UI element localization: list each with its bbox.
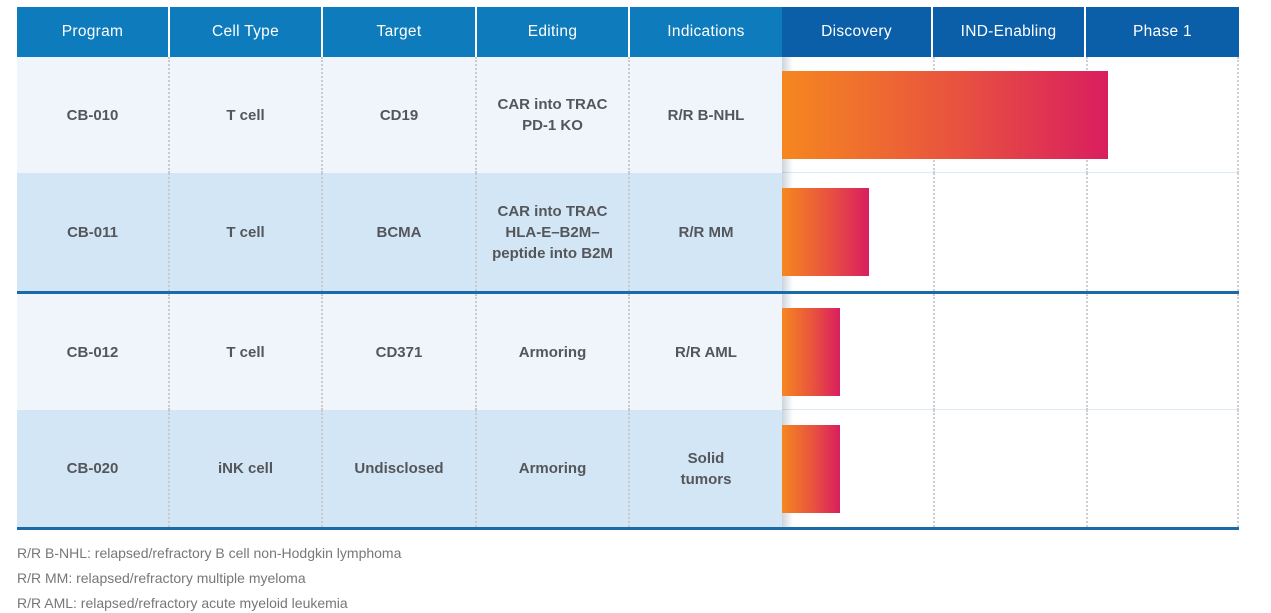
cell-cell-type: T cell [170, 294, 323, 410]
progress-bar-cb-011 [782, 188, 869, 276]
phase-gridline [1237, 294, 1239, 410]
cell-indications: R/R B-NHL [630, 57, 782, 173]
phase-gridline [933, 173, 935, 291]
phase-gridline [1237, 57, 1239, 173]
cell-indications: R/R AML [630, 294, 782, 410]
cell-editing: Armoring [477, 294, 630, 410]
cell-program: CB-010 [17, 57, 170, 173]
header-phase-phase-1: Phase 1 [1086, 7, 1239, 57]
section-divider [17, 527, 1239, 530]
cell-target: CD371 [323, 294, 477, 410]
pipeline-row-cb-010: CB-010 T cell CD19 CAR into TRAC PD-1 KO… [17, 57, 1239, 173]
header-row: Program Cell Type Target Editing Indicat… [17, 7, 1239, 57]
phase-gridline [933, 294, 935, 410]
header-phase-ind-enabling: IND-Enabling [933, 7, 1086, 57]
cell-target: BCMA [323, 173, 477, 291]
progress-bar-cb-012 [782, 308, 840, 396]
phase-gridline [1237, 410, 1239, 527]
progress-bar-cb-020 [782, 424, 840, 513]
footnote: R/R B-NHL: relapsed/refractory B cell no… [17, 545, 402, 561]
phase-gridline [1086, 410, 1088, 527]
stage-track [782, 410, 1239, 527]
pipeline-row-cb-020: CB-020 iNK cell Undisclosed Armoring Sol… [17, 410, 1239, 527]
cell-indications: R/R MM [630, 173, 782, 291]
stage-track [782, 173, 1239, 291]
pipeline-row-cb-011: CB-011 T cell BCMA CAR into TRAC HLA-E–B… [17, 173, 1239, 291]
cell-program: CB-020 [17, 410, 170, 527]
cell-cell-type: T cell [170, 57, 323, 173]
footnotes: R/R B-NHL: relapsed/refractory B cell no… [17, 541, 401, 613]
phase-gridline [933, 410, 935, 527]
cell-target: Undisclosed [323, 410, 477, 527]
header-phase-discovery: Discovery [782, 7, 933, 57]
pipeline-row-cb-012: CB-012 T cell CD371 Armoring R/R AML [17, 294, 1239, 410]
stage-track [782, 294, 1239, 410]
header-col-cell-type: Cell Type [170, 7, 323, 57]
header-col-target: Target [323, 7, 477, 57]
phase-gridline [1237, 173, 1239, 291]
cell-indications: Solid tumors [630, 410, 782, 527]
header-col-program: Program [17, 7, 170, 57]
cell-cell-type: iNK cell [170, 410, 323, 527]
pipeline-table: Program Cell Type Target Editing Indicat… [17, 7, 1239, 530]
cell-editing: CAR into TRAC PD-1 KO [477, 57, 630, 173]
cell-target: CD19 [323, 57, 477, 173]
header-col-editing: Editing [477, 7, 630, 57]
footnote: R/R AML: relapsed/refractory acute myelo… [17, 595, 348, 611]
phase-gridline [1086, 173, 1088, 291]
stage-track [782, 57, 1239, 173]
phase-gridline [1086, 294, 1088, 410]
cell-editing: CAR into TRAC HLA-E–B2M– peptide into B2… [477, 173, 630, 291]
cell-editing: Armoring [477, 410, 630, 527]
cell-program: CB-012 [17, 294, 170, 410]
footnote: R/R MM: relapsed/refractory multiple mye… [17, 570, 306, 586]
cell-program: CB-011 [17, 173, 170, 291]
cell-cell-type: T cell [170, 173, 323, 291]
header-col-indications: Indications [630, 7, 782, 57]
section-divider [17, 291, 1239, 294]
progress-bar-cb-010 [782, 71, 1108, 159]
